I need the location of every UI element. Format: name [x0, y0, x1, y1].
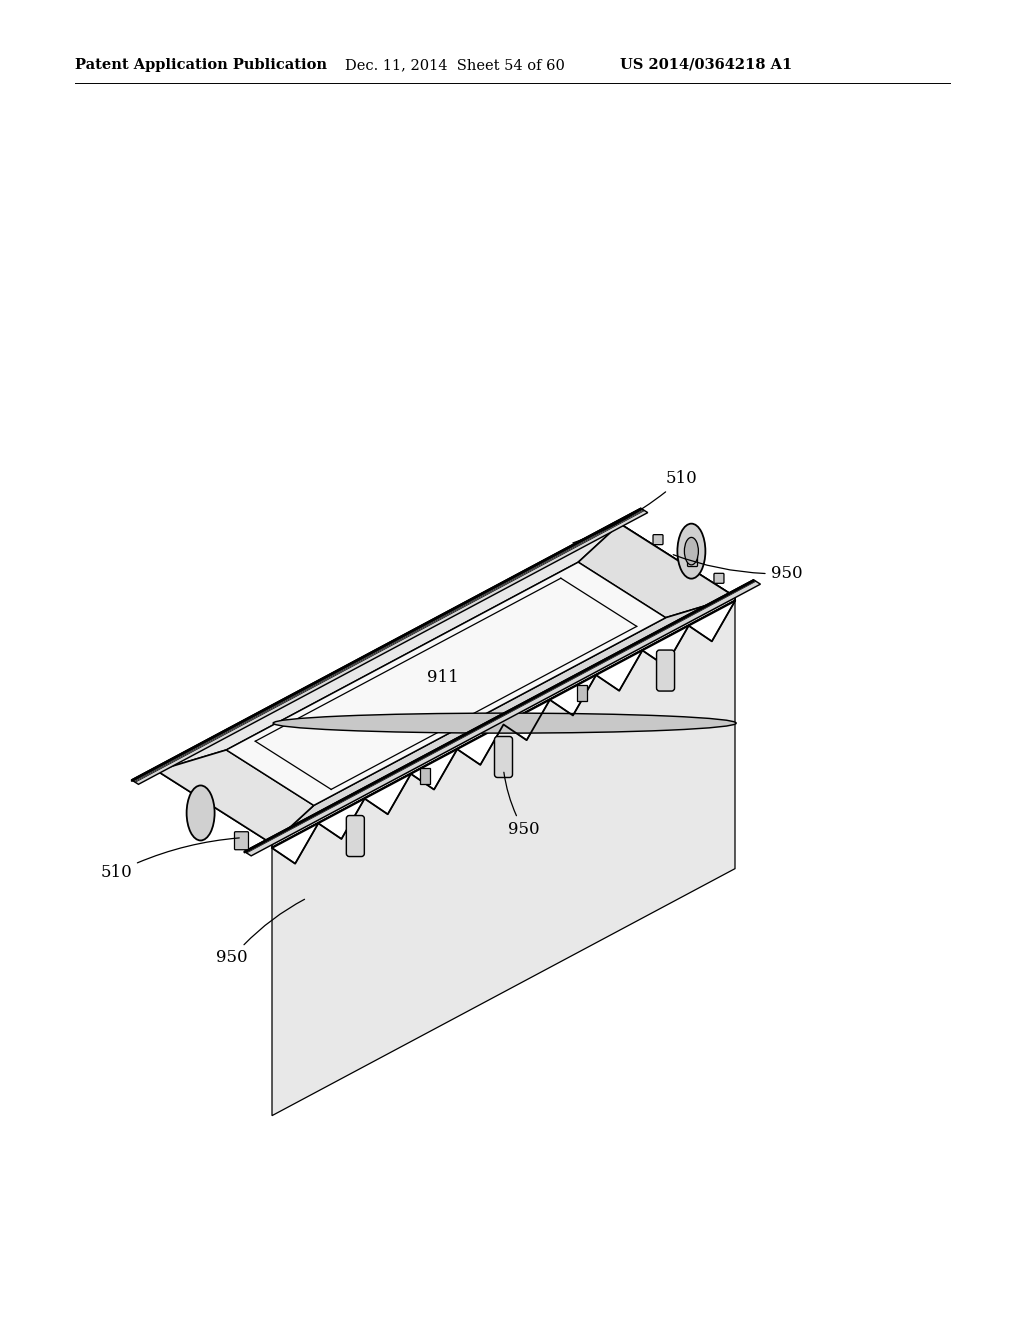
Text: 950: 950	[504, 772, 540, 838]
Polygon shape	[245, 579, 761, 855]
FancyBboxPatch shape	[346, 816, 365, 857]
Text: FIG. 54: FIG. 54	[332, 908, 468, 942]
Text: 950: 950	[216, 899, 304, 966]
Text: Patent Application Publication: Patent Application Publication	[75, 58, 327, 73]
Text: US 2014/0364218 A1: US 2014/0364218 A1	[620, 58, 793, 73]
Polygon shape	[272, 601, 735, 1115]
FancyBboxPatch shape	[578, 685, 587, 701]
FancyBboxPatch shape	[495, 737, 512, 777]
Polygon shape	[157, 524, 620, 771]
Ellipse shape	[273, 713, 736, 733]
Ellipse shape	[684, 537, 698, 565]
Polygon shape	[157, 750, 313, 843]
FancyBboxPatch shape	[420, 768, 430, 784]
Polygon shape	[579, 524, 735, 618]
Polygon shape	[131, 508, 641, 781]
Ellipse shape	[186, 785, 215, 841]
FancyBboxPatch shape	[687, 557, 697, 566]
Polygon shape	[157, 524, 735, 843]
FancyBboxPatch shape	[656, 649, 675, 692]
Text: 950: 950	[673, 554, 802, 582]
Polygon shape	[272, 597, 735, 843]
FancyBboxPatch shape	[714, 573, 724, 583]
Text: 510: 510	[572, 470, 697, 543]
Ellipse shape	[678, 524, 706, 578]
Text: Dec. 11, 2014  Sheet 54 of 60: Dec. 11, 2014 Sheet 54 of 60	[345, 58, 565, 73]
Polygon shape	[131, 508, 648, 784]
Polygon shape	[226, 562, 666, 805]
FancyBboxPatch shape	[653, 535, 663, 545]
Polygon shape	[272, 597, 735, 847]
FancyBboxPatch shape	[234, 832, 249, 850]
Text: 911: 911	[427, 669, 459, 686]
Polygon shape	[620, 524, 735, 601]
Polygon shape	[245, 579, 754, 853]
Text: 510: 510	[100, 838, 240, 882]
